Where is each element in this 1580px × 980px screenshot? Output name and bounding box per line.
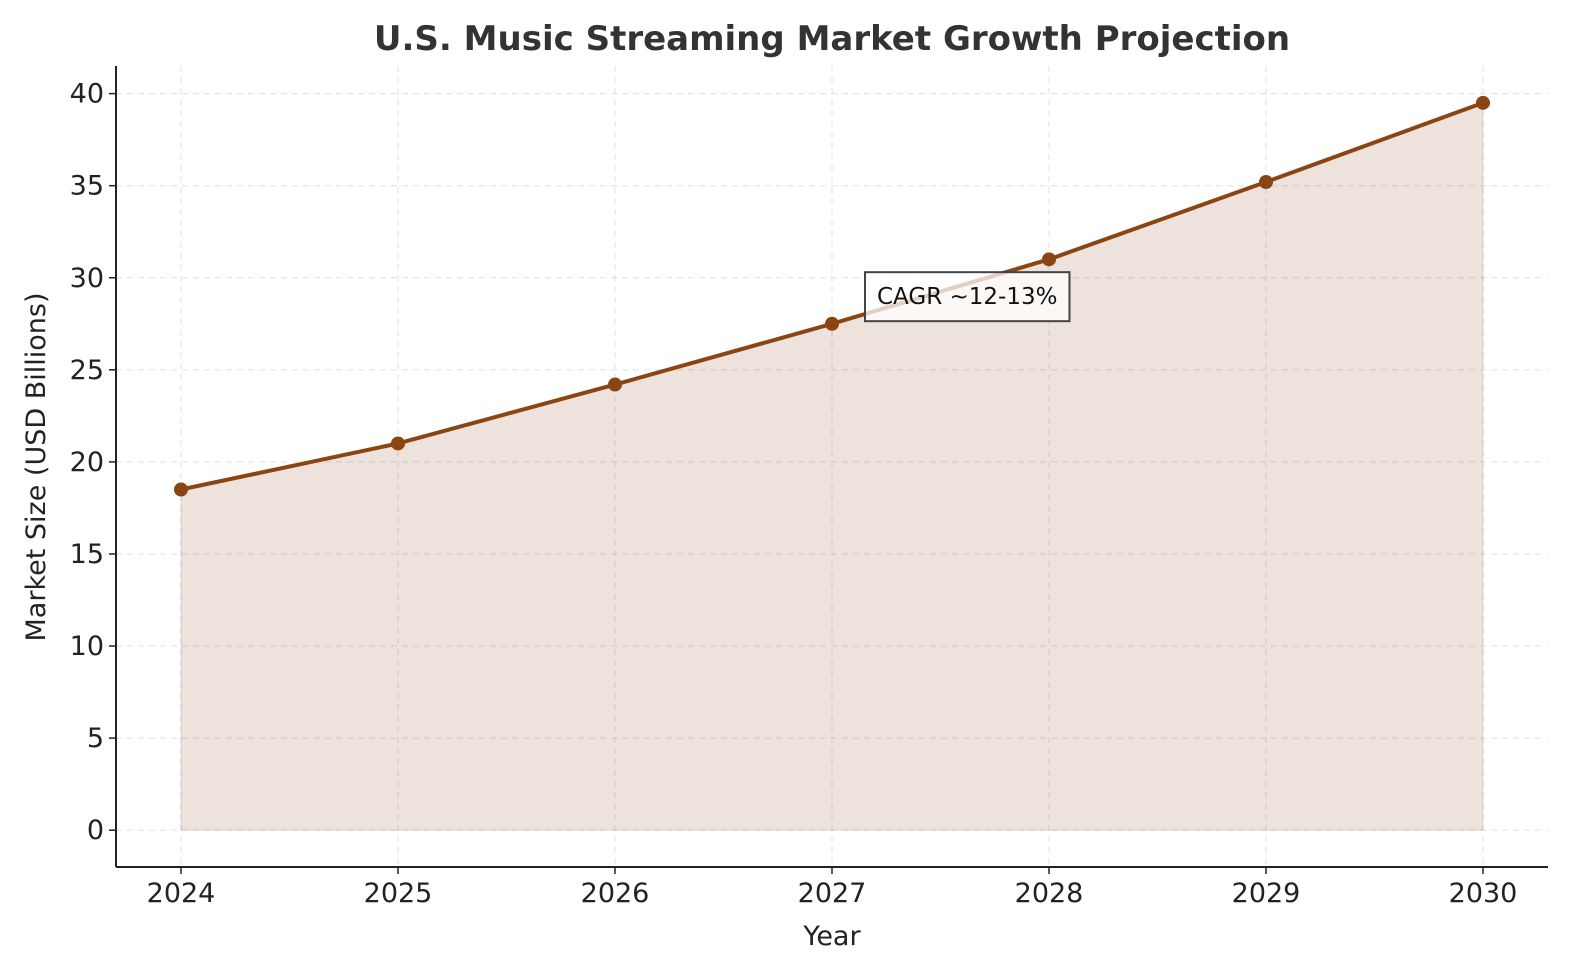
x-tick-label: 2026	[581, 878, 650, 909]
x-tick-label: 2024	[147, 878, 216, 909]
data-point	[608, 377, 622, 392]
x-tick-label: 2025	[364, 878, 433, 909]
y-tick-label: 35	[70, 171, 104, 202]
data-points-layer	[174, 95, 1490, 497]
annotation-text: CAGR ~12-13%	[877, 284, 1057, 310]
grid	[116, 66, 1548, 867]
y-tick-label: 25	[70, 355, 104, 386]
x-tick-label: 2028	[1015, 878, 1084, 909]
x-tick-label: 2030	[1449, 878, 1518, 909]
y-tick-label: 5	[87, 723, 104, 754]
y-tick-label: 30	[70, 263, 104, 294]
y-axis-label: Market Size (USD Billions)	[21, 293, 52, 642]
annotation: CAGR ~12-13%	[864, 271, 1071, 323]
y-tick-label: 15	[70, 539, 104, 570]
data-point	[1042, 252, 1056, 267]
y-tick-label: 20	[70, 447, 104, 478]
y-tick-label: 0	[87, 815, 104, 846]
x-tick-label: 2029	[1232, 878, 1301, 909]
chart-title: U.S. Music Streaming Market Growth Proje…	[374, 19, 1290, 59]
x-axis-label: Year	[802, 921, 861, 952]
y-tick-label: 10	[70, 631, 104, 662]
data-point	[1476, 95, 1490, 110]
data-point	[825, 316, 839, 331]
x-tick-label: 2027	[798, 878, 867, 909]
y-tick-label: 40	[70, 79, 104, 110]
data-point	[1259, 175, 1273, 190]
data-point	[391, 436, 405, 451]
annotation-box	[864, 271, 1071, 323]
data-point	[174, 482, 188, 497]
